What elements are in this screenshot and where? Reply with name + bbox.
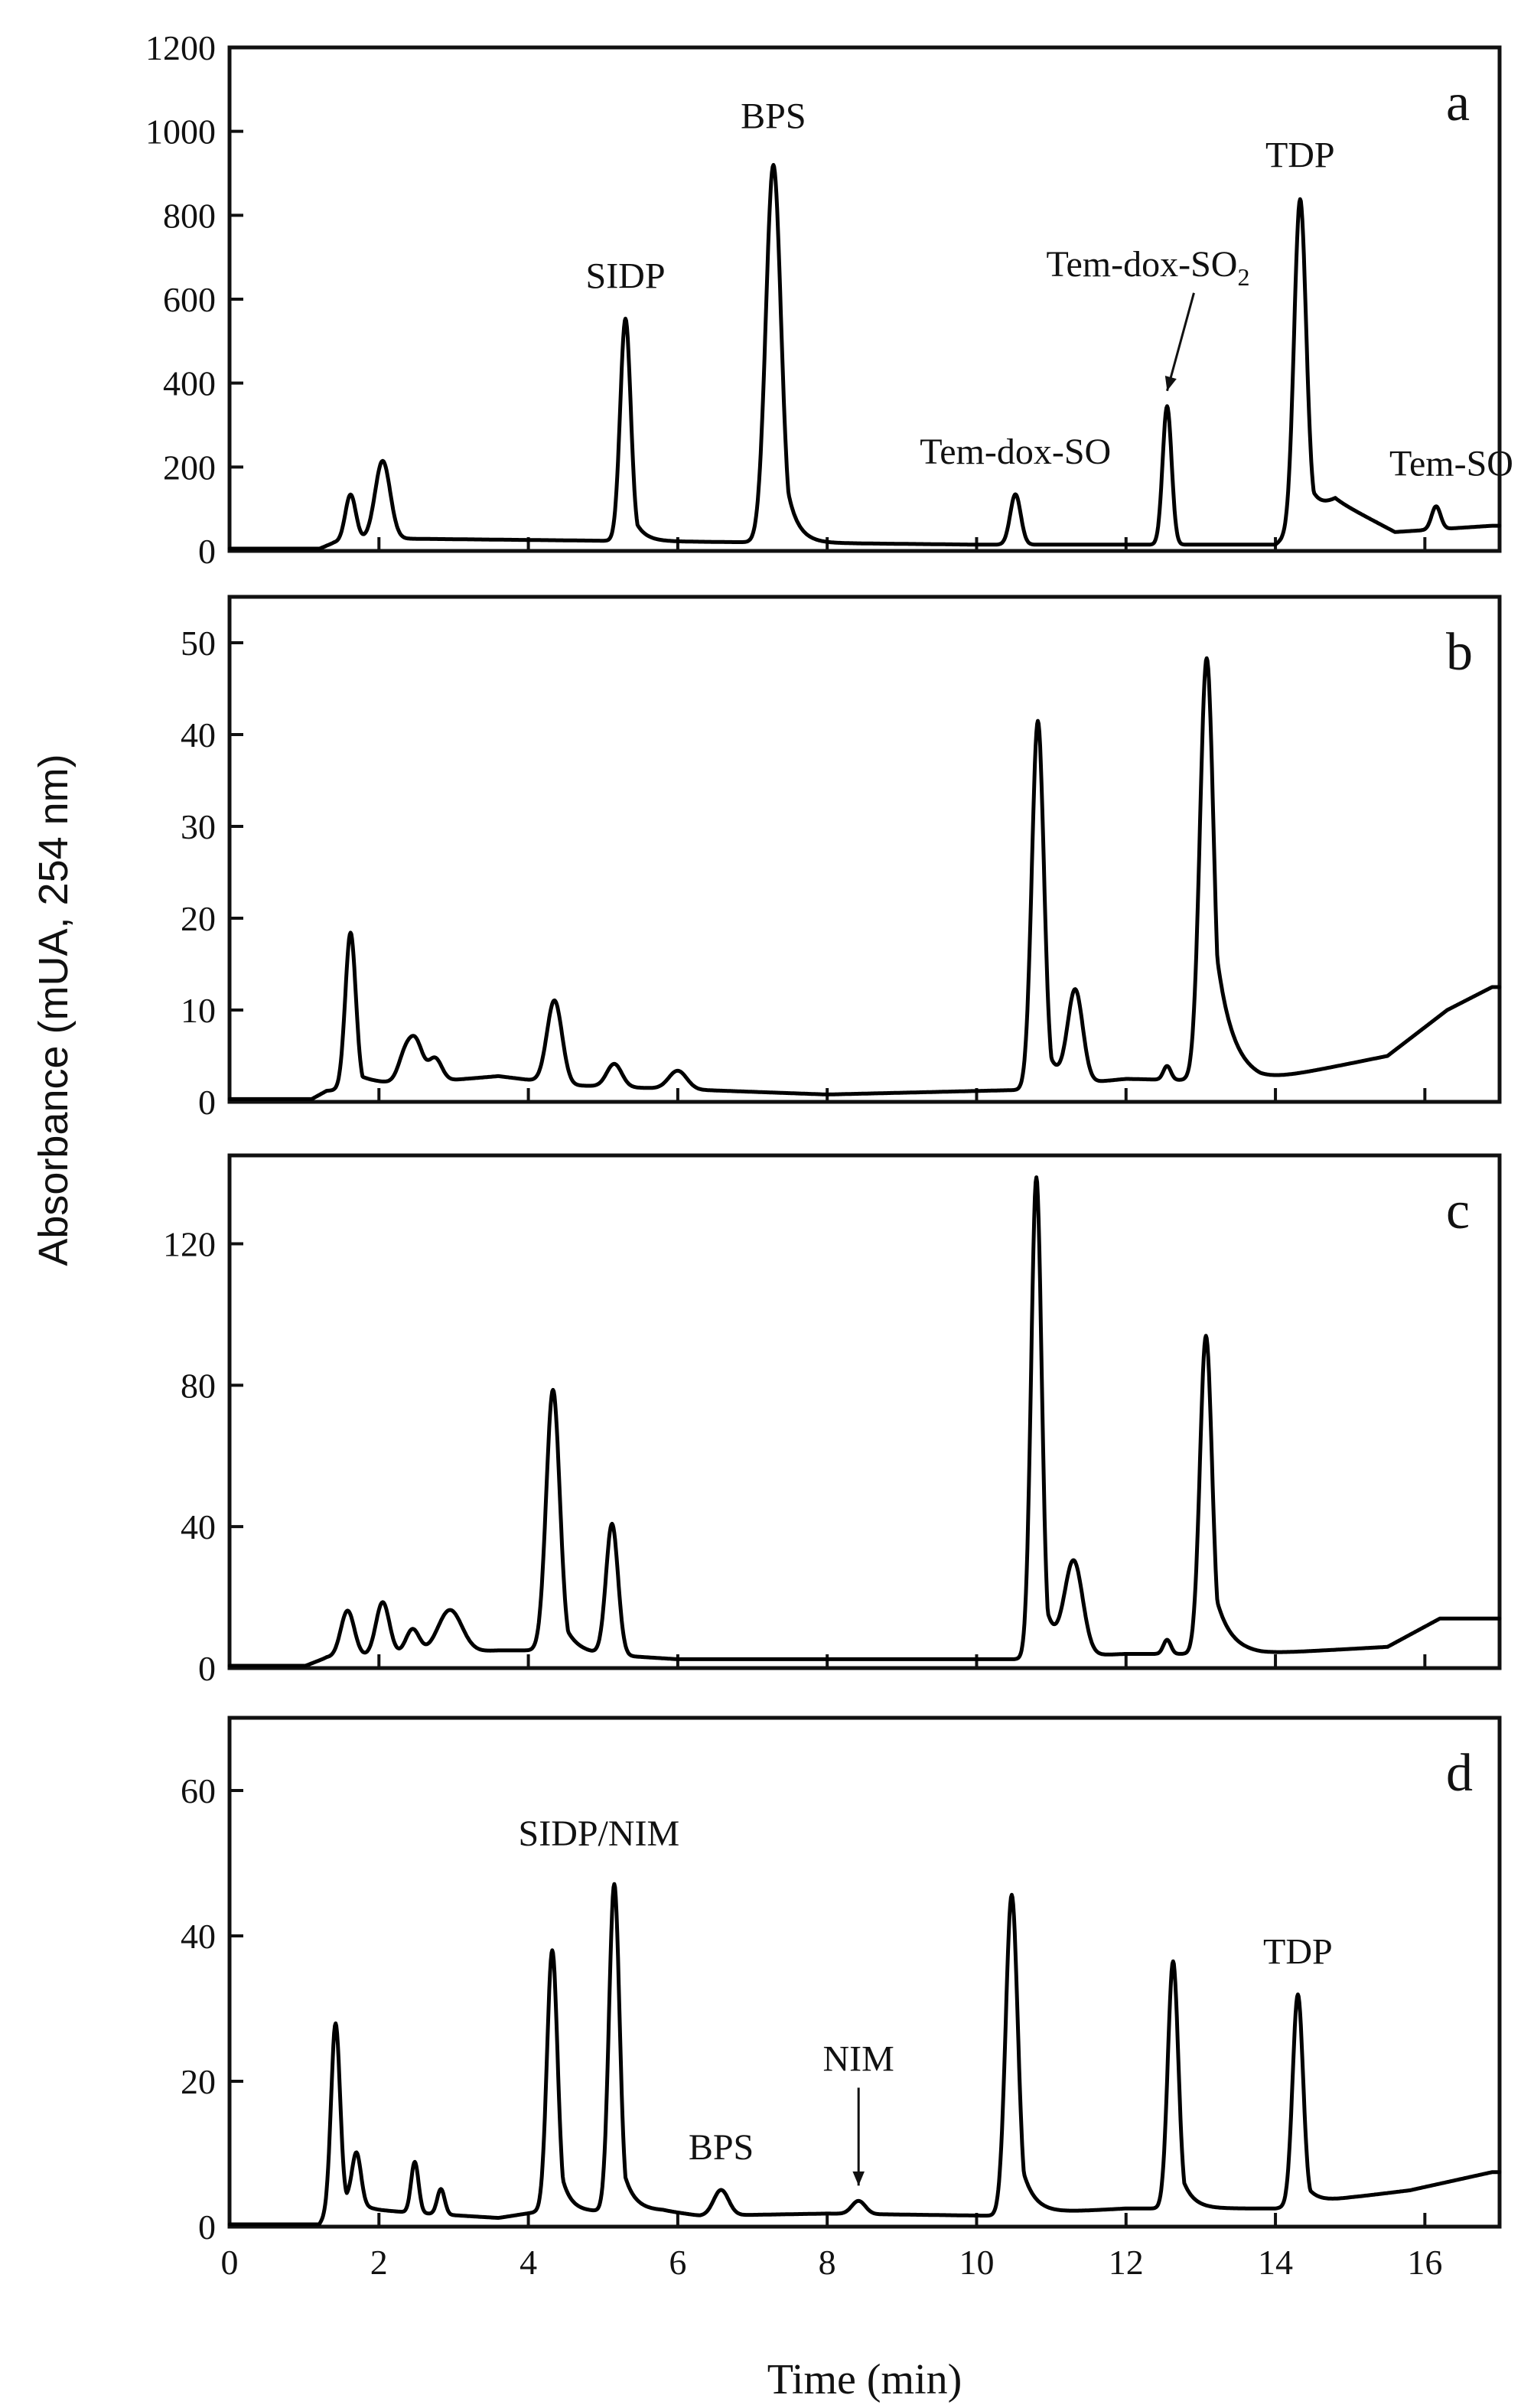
panel-frame xyxy=(227,1153,1502,1670)
panel-b: 0 10 20 30 40 50 b xyxy=(181,595,1502,1122)
y-tick-label: 400 xyxy=(163,364,216,403)
y-tick-label: 800 xyxy=(163,196,216,235)
x-tick-label: 10 xyxy=(959,2243,994,2282)
annotation-arrowhead xyxy=(852,2171,865,2186)
panel-c: 0 40 80 120 c xyxy=(163,1153,1502,1688)
chromatogram-trace-a xyxy=(227,163,1502,551)
peak-label: BPS xyxy=(689,2127,754,2168)
y-tick-label: 0 xyxy=(198,532,216,571)
peak-label: Tem-SO xyxy=(1389,444,1513,484)
peak-label: TDP xyxy=(1263,1931,1333,1972)
peak-label: Tem-dox-SO2 xyxy=(1047,244,1250,291)
panel-label-b: b xyxy=(1446,623,1473,682)
y-tick-label: 60 xyxy=(181,1771,216,1810)
x-axis-title: Time (min) xyxy=(767,2356,962,2403)
y-tick-label: 20 xyxy=(181,2062,216,2101)
y-tick-label: 0 xyxy=(198,2208,216,2247)
peak-label: SIDP xyxy=(586,256,666,296)
chromatogram-trace-d xyxy=(227,1882,1502,2227)
annotation-arrowhead xyxy=(1164,376,1177,391)
y-tick-label: 0 xyxy=(198,1083,216,1122)
y-tick-label: 40 xyxy=(181,1507,216,1546)
y-tick-label: 1000 xyxy=(145,112,216,152)
y-tick-label: 0 xyxy=(198,1649,216,1688)
peak-label-subscript: 2 xyxy=(1237,263,1249,291)
y-tick-label: 30 xyxy=(181,807,216,846)
annotation-arrow xyxy=(1166,292,1195,392)
y-tick-label: 200 xyxy=(163,448,216,487)
x-tick-label: 8 xyxy=(819,2243,836,2282)
panel-label-a: a xyxy=(1446,73,1470,132)
panel-label-d: d xyxy=(1446,1744,1473,1803)
chromatogram-trace-b xyxy=(227,656,1502,1101)
panel-a: 0 200 400 600 800 1000 1200 a SIDP BPS Tem-dox-SO T… xyxy=(145,28,1513,571)
panel-d: 0 20 40 60 d SIDP/NIM BPS NIM TDP xyxy=(181,1716,1502,2247)
x-tick-label: 4 xyxy=(519,2243,537,2282)
y-tick-label: 600 xyxy=(163,280,216,319)
y-tick-label: 120 xyxy=(163,1225,216,1264)
panel-label-c: c xyxy=(1446,1181,1470,1240)
peak-label: NIM xyxy=(823,2038,894,2079)
y-tick-label: 1200 xyxy=(145,28,216,67)
x-tick-label: 14 xyxy=(1258,2243,1293,2282)
peak-label: Tem-dox-SO xyxy=(920,432,1111,472)
x-tick-label: 0 xyxy=(221,2243,239,2282)
panel-frame xyxy=(227,595,1502,1104)
y-tick-label: 20 xyxy=(181,899,216,938)
y-tick-label: 80 xyxy=(181,1366,216,1405)
panel-frame xyxy=(227,45,1502,553)
panels-group: 020040060080010001200aSIDPBPSTem-dox-SOT… xyxy=(145,28,1513,2282)
panel-frame xyxy=(227,1716,1502,2229)
peak-label: SIDP/NIM xyxy=(519,1813,680,1854)
y-axis-title: Absorbance (mUA, 254 nm) xyxy=(31,754,77,1266)
x-tick-label: 2 xyxy=(370,2243,388,2282)
x-tick-label: 12 xyxy=(1109,2243,1144,2282)
x-tick-label: 6 xyxy=(669,2243,686,2282)
peak-label: BPS xyxy=(741,96,806,137)
peak-label: TDP xyxy=(1265,135,1335,175)
y-tick-label: 50 xyxy=(181,624,216,663)
y-tick-label: 10 xyxy=(181,991,216,1030)
x-tick-label: 16 xyxy=(1407,2243,1442,2282)
y-tick-label: 40 xyxy=(181,715,216,754)
chromatogram-trace-c xyxy=(227,1175,1502,1668)
y-tick-label: 40 xyxy=(181,1917,216,1956)
